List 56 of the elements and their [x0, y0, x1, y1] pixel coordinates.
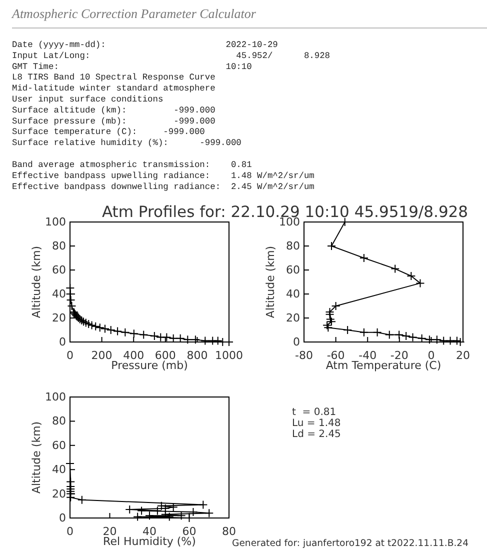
- x-tick-label: 20: [102, 524, 117, 538]
- y-tick-label: 20: [52, 487, 66, 500]
- x-axis-title: Atm Temperature (C): [326, 359, 442, 372]
- y-tick-label: 60: [52, 438, 66, 452]
- x-tick-label: -60: [326, 348, 345, 362]
- x-tick-label: 800: [186, 348, 208, 362]
- text: Lu = 1.48: [292, 418, 341, 429]
- x-axis-title: Rel Humidity (%): [103, 535, 196, 548]
- y-tick-label: 80: [286, 240, 300, 253]
- text: Surface temperature (C): -999.000: [12, 127, 205, 138]
- text: L8 TIRS Band 10 Spectral Response Curve: [12, 72, 216, 83]
- y-tick-label: 40: [286, 288, 300, 301]
- y-tick-label: 20: [52, 312, 66, 325]
- text: Input Lat/Long: 45.952/ 8.928: [12, 50, 330, 61]
- text: GMT Time: 10:10: [12, 62, 252, 72]
- text: Atmospheric Correction Parameter Calculator: [11, 6, 257, 21]
- x-tick-label: 80: [222, 524, 236, 538]
- y-tick-label: 60: [52, 264, 66, 277]
- x-tick-label: 40: [142, 524, 156, 538]
- y-axis-title: Altitude (km): [30, 421, 43, 494]
- y-tick-label: 60: [286, 264, 300, 277]
- text: Band average atmospheric transmission: 0.81: [12, 160, 252, 170]
- x-tick-label: 1000: [215, 348, 243, 362]
- x-tick-label: 200: [91, 348, 112, 362]
- y-axis-title: Altitude (km): [264, 246, 277, 318]
- text: Date (yyyy-mm-dd): 2022-10-29: [12, 40, 278, 50]
- y-tick-label: 0: [59, 512, 66, 525]
- text: Ld = 2.45: [292, 429, 341, 440]
- y-tick-label: 0: [59, 336, 66, 349]
- text: User input surface conditions: [12, 94, 164, 104]
- x-tick-label: -20: [390, 348, 408, 362]
- x-tick-label: 400: [123, 348, 144, 362]
- x-tick-label: -80: [295, 348, 313, 362]
- y-tick-label: 0: [293, 336, 300, 349]
- x-tick-label: 60: [182, 524, 196, 538]
- y-axis-title: Altitude (km): [30, 246, 43, 318]
- y-tick-label: 80: [52, 414, 66, 428]
- text: Generated for: juanfertoro192 at t2022.11.11.B.24: [232, 538, 469, 549]
- x-tick-label: 20: [456, 348, 470, 362]
- x-tick-label: -40: [358, 348, 377, 362]
- y-tick-label: 20: [286, 312, 300, 325]
- y-tick-label: 80: [52, 240, 66, 253]
- x-axis-title: Pressure (mb): [111, 359, 188, 372]
- text: Effective bandpass upwelling radiance: 1.48 W/m^2/sr/um: [12, 170, 314, 181]
- y-tick-label: 100: [45, 390, 66, 404]
- text: Effective bandpass downwelling radiance: 2.45 W/m^2/sr/um: [12, 182, 314, 192]
- text: Surface relative humidity (%): -999.000: [12, 138, 242, 148]
- text: Surface altitude (km): -999.000: [12, 105, 216, 116]
- text: Mid-latitude winter standard atmosphere: [12, 84, 216, 94]
- text: t = 0.81: [292, 407, 336, 418]
- x-tick-label: 0: [428, 348, 435, 362]
- text: Surface pressure (mb): -999.000: [12, 116, 216, 126]
- y-tick-label: 40: [52, 288, 66, 301]
- x-tick-label: 600: [154, 348, 176, 362]
- y-tick-label: 100: [45, 216, 66, 229]
- y-tick-label: 40: [52, 463, 66, 476]
